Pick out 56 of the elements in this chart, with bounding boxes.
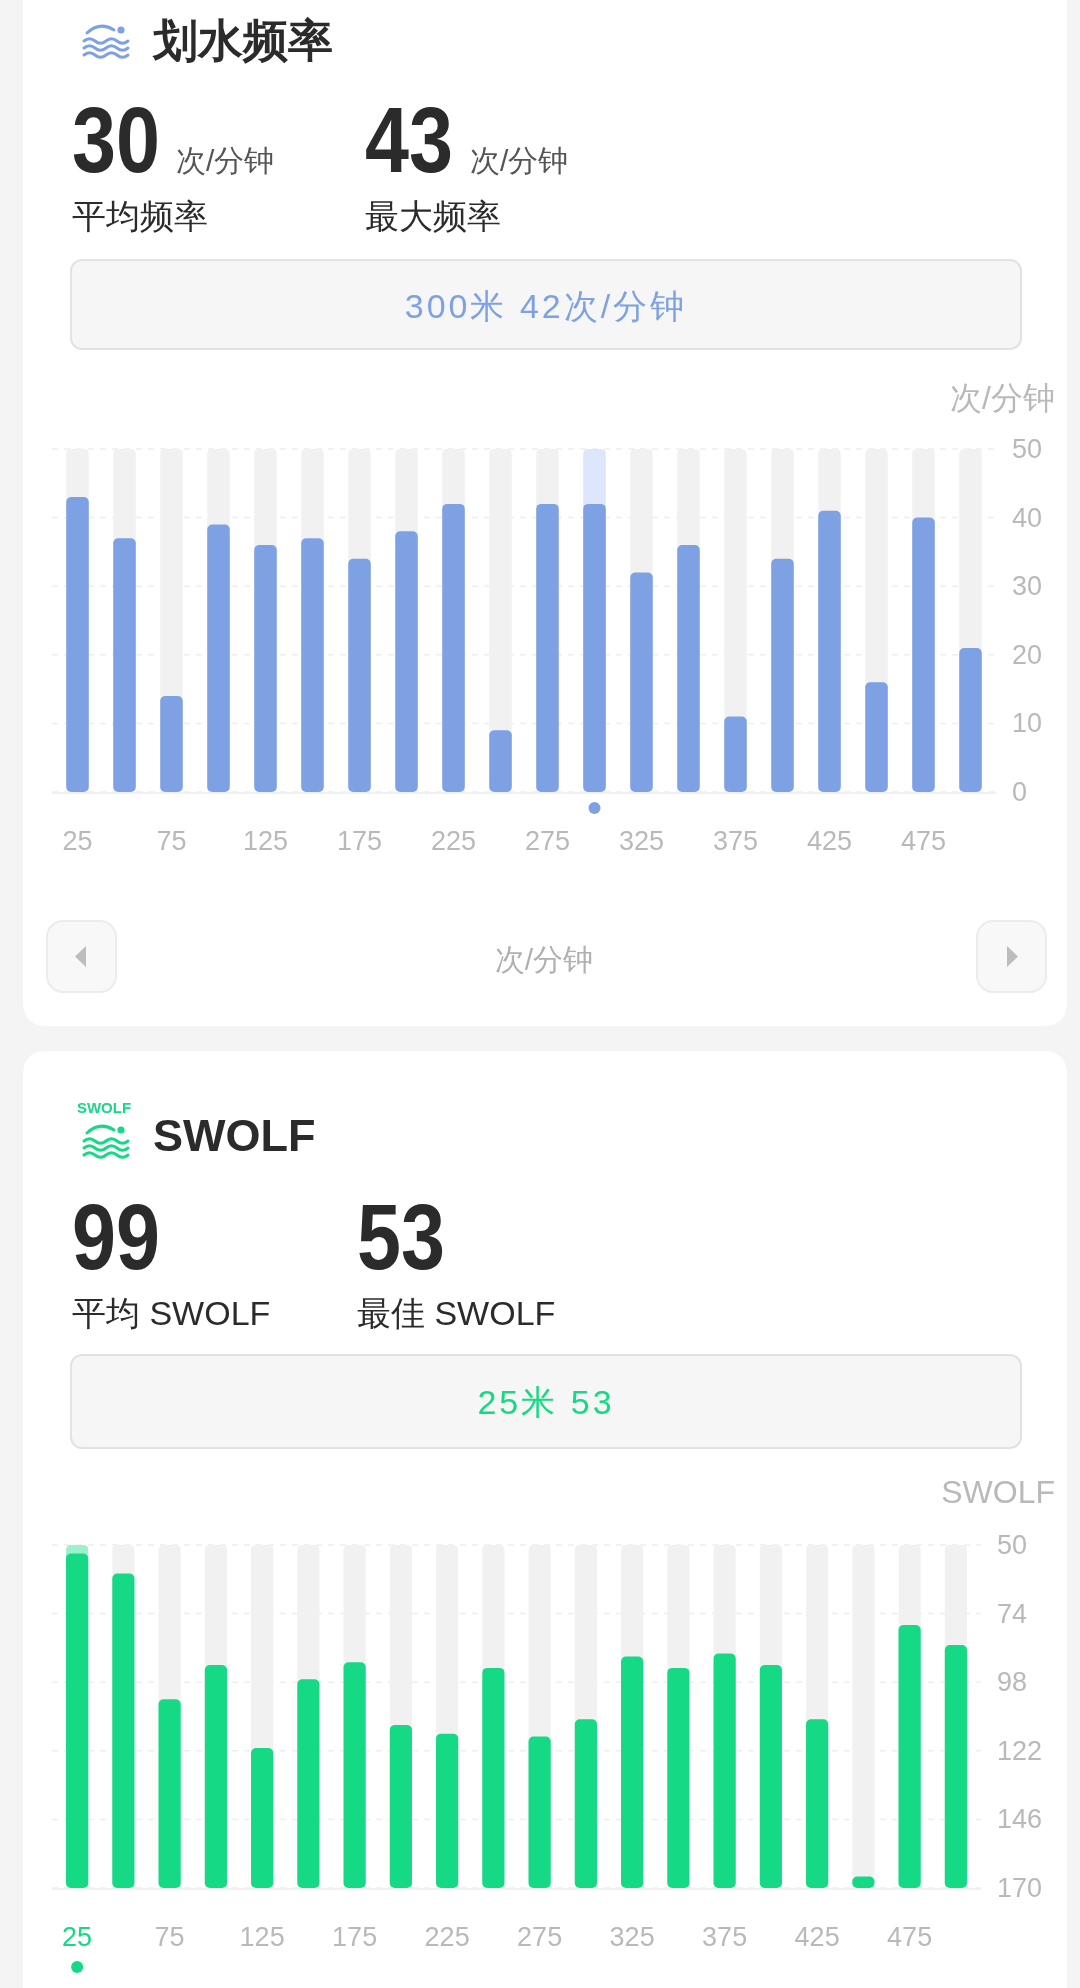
text: 53 xyxy=(357,1185,446,1289)
y-tick-label: 50 xyxy=(997,1530,1028,1560)
y-tick-label: 40 xyxy=(1012,502,1043,533)
bar xyxy=(724,716,747,792)
x-tick-label: 425 xyxy=(806,826,853,856)
y-tick-label: 0 xyxy=(1012,777,1028,807)
text: 最佳 SWOLF xyxy=(357,1294,556,1332)
y-tick-label: 10 xyxy=(1012,708,1043,739)
bar xyxy=(865,682,888,792)
x-tick-label: 25 xyxy=(62,1922,93,1952)
text: SWOLF xyxy=(76,1099,132,1116)
text: 平均频率 xyxy=(72,197,208,235)
x-tick-label: 375 xyxy=(712,826,759,856)
x-tick-label: 325 xyxy=(609,1922,655,1952)
y-tick-label: 30 xyxy=(1012,571,1043,602)
text: 300米 42次/分钟 xyxy=(404,287,688,325)
text: 25米 53 xyxy=(477,1383,615,1421)
text: 30 xyxy=(72,88,161,192)
x-tick-label: 175 xyxy=(332,1922,378,1952)
text: 最大频率 xyxy=(365,197,501,235)
text: 99 xyxy=(72,1185,161,1289)
previous-button[interactable] xyxy=(46,920,117,993)
x-tick-label: 375 xyxy=(702,1922,748,1952)
text: 次/分钟 xyxy=(494,943,594,976)
x-tick-label: 125 xyxy=(242,826,289,856)
chart-title: 划水频率 xyxy=(152,15,333,66)
y-tick-label: 20 xyxy=(1012,639,1043,670)
text: 平均 SWOLF xyxy=(72,1294,271,1332)
x-tick-label: 75 xyxy=(154,1922,185,1952)
x-tick-label: 475 xyxy=(900,826,947,856)
y-tick-label: 74 xyxy=(997,1598,1028,1629)
text: 次/分钟 xyxy=(470,144,569,177)
y-tick-label: 122 xyxy=(997,1735,1043,1766)
x-tick-label: 225 xyxy=(430,826,477,856)
text: 次/分钟 xyxy=(176,144,275,177)
bar xyxy=(489,730,512,792)
y-tick-label: 146 xyxy=(997,1804,1043,1835)
x-tick-label: 275 xyxy=(517,1922,563,1952)
x-tick-label: 325 xyxy=(618,826,665,856)
y-tick-label: 50 xyxy=(1012,434,1043,464)
x-tick-label: 25 xyxy=(62,826,93,856)
chart-title: SWOLF xyxy=(153,1110,316,1161)
y-tick-label: 170 xyxy=(997,1873,1043,1903)
x-tick-label: 475 xyxy=(887,1922,933,1952)
x-tick-label: 125 xyxy=(239,1922,285,1952)
bar xyxy=(160,695,183,792)
y-axis-title: SWOLF xyxy=(941,1474,1055,1510)
next-button[interactable] xyxy=(976,920,1047,993)
y-axis-title: 次/分钟 xyxy=(950,380,1055,416)
x-tick-label: 75 xyxy=(156,826,187,856)
x-tick-label: 425 xyxy=(794,1922,840,1952)
x-tick-label: 175 xyxy=(336,826,383,856)
y-tick-label: 98 xyxy=(997,1667,1028,1698)
x-tick-label: 225 xyxy=(424,1922,470,1952)
text: 43 xyxy=(365,88,454,192)
x-tick-label: 275 xyxy=(524,826,571,856)
